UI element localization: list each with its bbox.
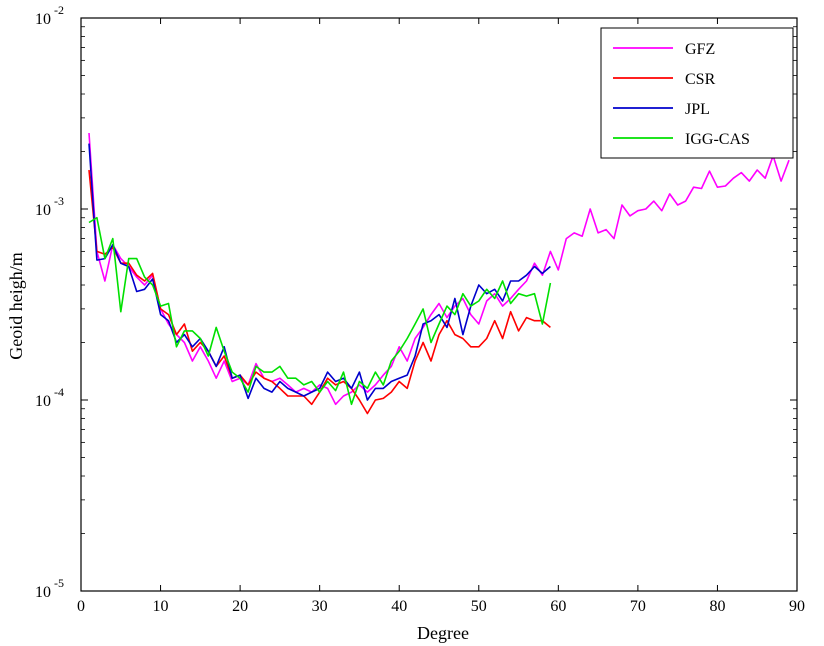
y-tick-label: 10-5 — [35, 576, 64, 601]
y-tick-label: 10-2 — [35, 3, 64, 28]
legend-label-csr: CSR — [685, 71, 716, 88]
plot-frame — [80, 17, 798, 592]
x-axis-label: Degree — [417, 623, 469, 643]
x-tick-label: 80 — [709, 598, 725, 615]
y-tick-exponent: -3 — [54, 194, 64, 208]
y-axis-label: Geoid heigh/m — [6, 252, 26, 359]
y-tick-base: 10 — [35, 584, 51, 601]
y-tick-exponent: -2 — [54, 3, 64, 17]
y-tick-exponent: -4 — [54, 385, 64, 399]
y-tick-base: 10 — [35, 393, 51, 410]
legend-label-jpl: JPL — [685, 101, 710, 118]
x-tick-label: 20 — [232, 598, 248, 615]
x-tick-label: 0 — [77, 598, 85, 615]
series-layer — [88, 132, 790, 415]
series-line-jpl — [88, 143, 551, 401]
x-tick-label: 50 — [471, 598, 487, 615]
legend: GFZ CSR JPL IGG-CAS — [600, 27, 794, 159]
x-tick-label: 60 — [550, 598, 566, 615]
x-tick-label: 40 — [391, 598, 407, 615]
x-tick-label: 30 — [312, 598, 328, 615]
y-tick-base: 10 — [35, 202, 51, 219]
y-tick-base: 10 — [35, 11, 51, 28]
y-tick-label: 10-3 — [35, 194, 64, 219]
series-line-gfz — [88, 132, 790, 406]
y-tick-exponent: -5 — [54, 576, 64, 590]
x-tick-label: 10 — [153, 598, 169, 615]
y-tick-label: 10-4 — [35, 385, 64, 410]
legend-label-gfz: GFZ — [685, 41, 715, 58]
legend-label-igg-cas: IGG-CAS — [685, 131, 750, 148]
x-tick-label: 90 — [789, 598, 805, 615]
x-tick-label: 70 — [630, 598, 646, 615]
series-line-igg-cas — [88, 216, 552, 406]
legend-box — [600, 27, 794, 159]
